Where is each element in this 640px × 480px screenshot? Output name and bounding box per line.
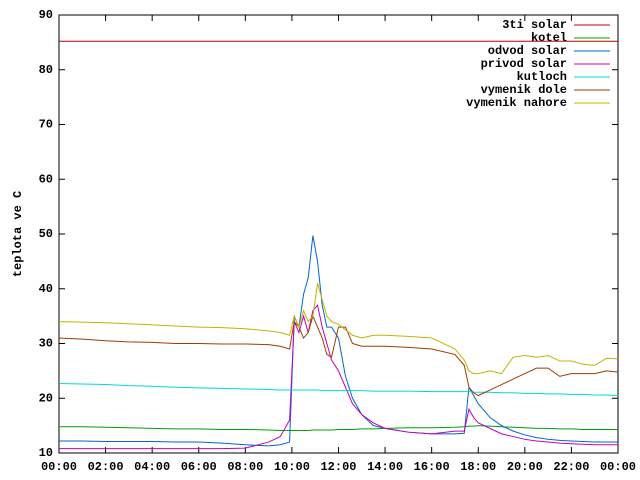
legend-label: kotel (531, 31, 567, 45)
x-tick-label: 20:00 (507, 460, 543, 474)
y-tick-label: 20 (39, 391, 53, 405)
legend-label: kutloch (517, 70, 567, 84)
x-tick-label: 00:00 (41, 460, 77, 474)
legend-label: 3ti solar (502, 18, 567, 32)
y-tick-label: 30 (39, 337, 53, 351)
y-tick-label: 80 (39, 63, 53, 77)
y-tick-label: 50 (39, 227, 53, 241)
x-tick-label: 16:00 (414, 460, 450, 474)
legend-label: privod solar (481, 57, 567, 71)
x-tick-label: 12:00 (320, 460, 356, 474)
y-tick-label: 10 (39, 446, 53, 460)
legend-label: vymenik nahore (466, 96, 567, 110)
x-tick-label: 00:00 (600, 460, 636, 474)
series-line (58, 382, 619, 397)
y-tick-label: 90 (39, 8, 53, 22)
y-axis-label: teplota ve C (11, 191, 25, 277)
series-line (59, 425, 618, 432)
x-tick-label: 18:00 (460, 460, 496, 474)
series-line (59, 304, 618, 450)
x-tick-label: 10:00 (274, 460, 310, 474)
series-line (58, 314, 619, 397)
x-tick-label: 04:00 (134, 460, 170, 474)
series-line (58, 283, 619, 375)
y-tick-label: 70 (39, 118, 53, 132)
x-tick-label: 22:00 (553, 460, 589, 474)
y-tick-label: 60 (39, 172, 53, 186)
y-tick-label: 40 (39, 282, 53, 296)
series-line (59, 235, 618, 447)
x-tick-label: 02:00 (88, 460, 124, 474)
legend-label: odvod solar (488, 44, 567, 58)
x-tick-label: 06:00 (181, 460, 217, 474)
x-tick-label: 14:00 (367, 460, 403, 474)
legend-label: vymenik dole (481, 83, 567, 97)
x-tick-label: 08:00 (227, 460, 263, 474)
